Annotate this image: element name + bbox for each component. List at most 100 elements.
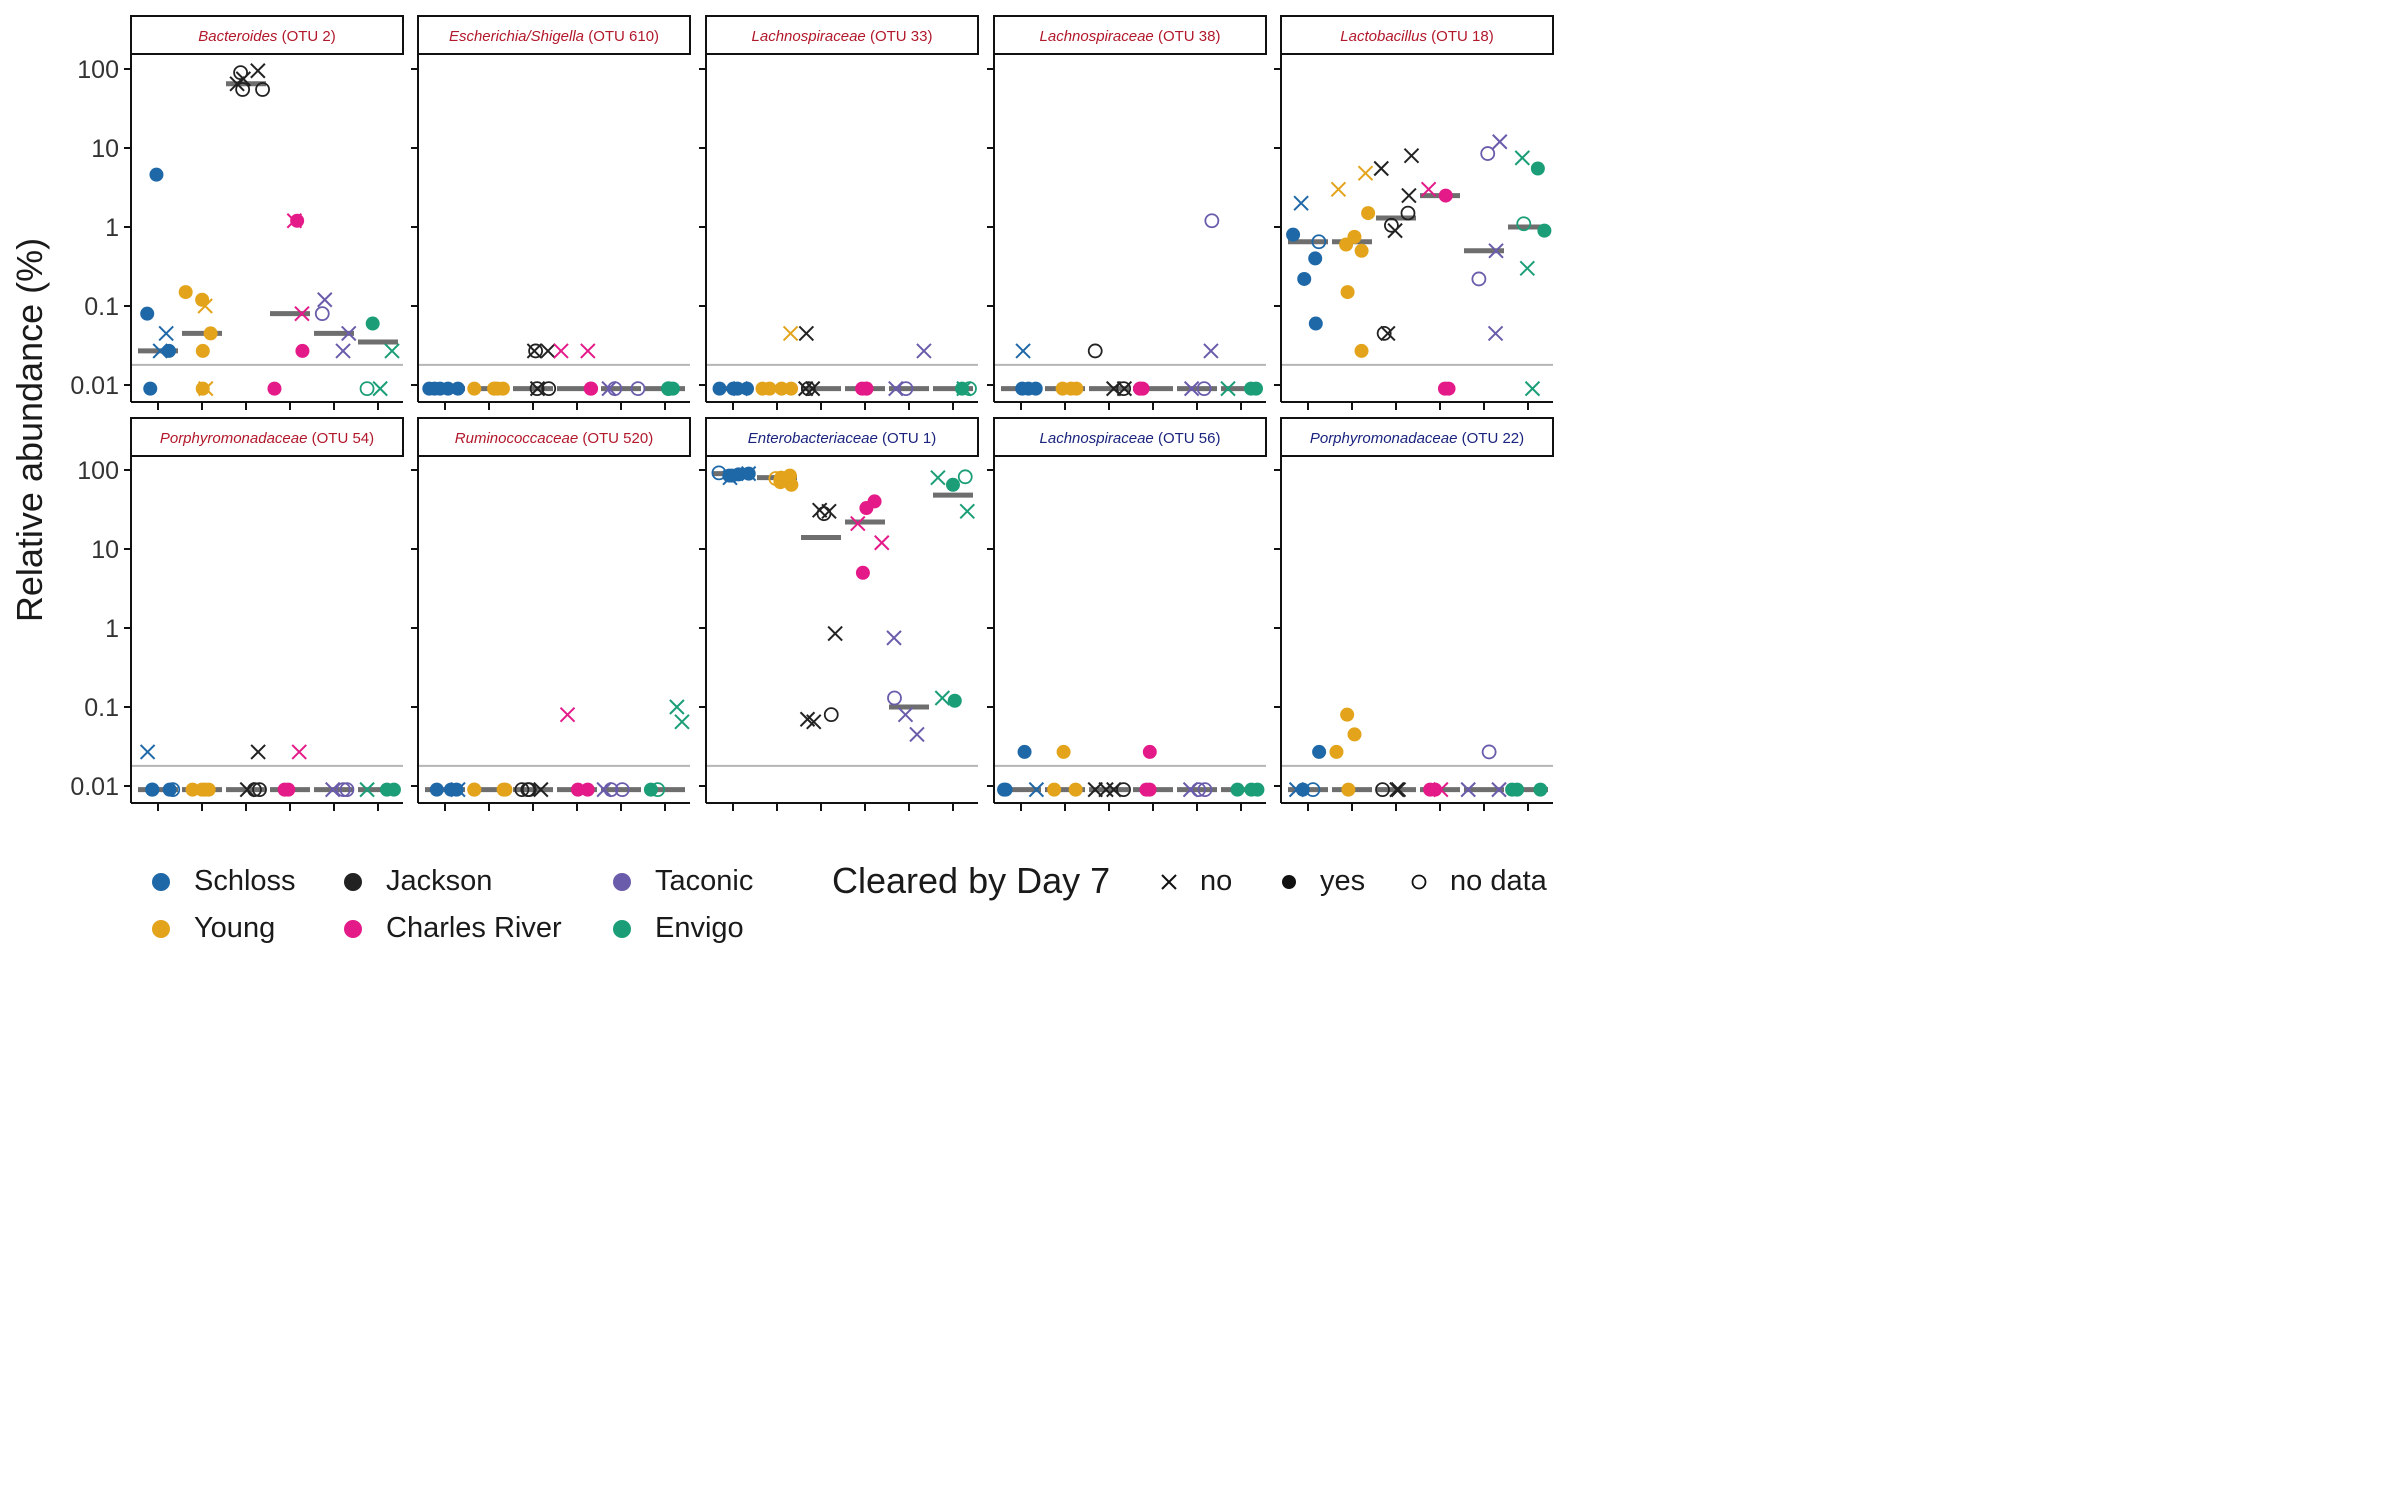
cross-stroke [533,781,549,798]
cross-stroke [1220,380,1236,397]
cross-stroke [1087,781,1103,798]
facet-strip [993,417,1267,457]
data-point-cleared [1537,223,1552,238]
data-point-not-cleared [596,781,612,798]
data-point-not-cleared [1105,380,1122,397]
data-point-no-data [887,690,902,706]
data-point-not-cleared [601,380,617,397]
facet-strip [1280,417,1554,457]
y-tick-label: 1 [105,214,119,242]
facet-title: Enterobacteriaceae (OTU 1) [748,430,936,447]
faceted-scatter-chart: Relative abundance (%) Bacteroides (OTU 2… [9,15,1554,811]
facet-title-taxon: Lachnospiraceae [1040,28,1154,45]
data-point-no-data [800,381,816,397]
cross-stroke [850,515,866,532]
cross-stroke [1492,134,1508,150]
data-point-cleared [450,381,465,396]
facet-title-otu: (OTU 1) [878,430,936,447]
data-point-cleared [1428,782,1443,797]
data-point-not-cleared [1389,781,1405,798]
facet-title-otu: (OTU 38) [1154,28,1221,45]
data-point-no-data [1116,782,1131,798]
data-point-cleared [998,782,1013,797]
facet-title-taxon: Porphyromonadaceae [1310,430,1458,447]
y-tick-label: 0.1 [84,694,119,722]
data-point-cleared [290,213,305,228]
y-tick-label: 100 [77,457,119,485]
data-point-cleared [1133,381,1148,396]
data-point-cleared [755,381,770,396]
data-point-cleared [162,782,177,797]
cross-stroke [601,380,617,397]
data-point-not-cleared [1357,165,1374,181]
cross-stroke [799,711,816,727]
data-point-cleared [1142,744,1157,759]
data-point-cleared [583,381,598,396]
facet-title-taxon: Enterobacteriaceae [748,430,878,447]
data-point-not-cleared [286,213,303,229]
data-point-cleared [1248,381,1263,396]
data-point-cleared [741,466,756,481]
y-tick-label: 10 [91,536,119,564]
data-point-cleared [1361,206,1376,221]
data-point-no-data [1480,146,1496,161]
data-point-not-cleared [1403,147,1420,164]
cross-stroke [797,380,814,397]
cross-stroke [526,343,543,359]
data-point-not-cleared [888,380,904,397]
data-point-not-cleared [197,298,213,314]
data-point-cleared [1047,782,1062,797]
cross-stroke [324,781,341,798]
data-point-cleared [267,381,282,396]
data-point-not-cleared [1390,781,1407,798]
cross-stroke [811,502,828,518]
data-point-not-cleared [1420,181,1437,198]
facet-title: Ruminococcaceae (OTU 520) [455,430,653,447]
cross-stroke [669,699,685,715]
cross-stroke [1390,781,1407,798]
data-point-cleared [945,477,960,492]
facet-strip [705,15,979,55]
data-point-no-data [314,306,330,322]
data-point-not-cleared [1203,343,1219,359]
data-point-cleared [365,316,380,331]
data-point-not-cleared [359,781,375,798]
data-point-cleared [1340,707,1355,722]
figure: Relative abundance (%) Bacteroides (OTU 2… [0,0,1567,968]
data-point-no-data [1311,234,1327,250]
cross-stroke [798,325,815,342]
cross-stroke [909,726,925,743]
data-point-no-data [957,469,973,485]
cross-stroke [886,630,902,646]
data-point-cleared [1250,782,1265,797]
data-point-not-cleared [250,744,266,760]
data-point-no-data [962,381,977,397]
facet-title-otu: (OTU 22) [1457,430,1524,447]
data-point-not-cleared [674,714,690,730]
data-point-no-data [1116,381,1132,397]
cross-stroke [930,469,946,486]
cross-stroke [1491,781,1507,798]
data-point-no-data [529,381,545,397]
data-point-cleared [1329,744,1344,759]
data-point-cleared [1438,188,1453,203]
cross-stroke [294,305,310,322]
cross-stroke [229,76,245,92]
data-point-not-cleared [1492,134,1508,150]
data-point-not-cleared [1183,380,1200,397]
data-point-no-data [661,381,676,397]
data-point-not-cleared [811,502,828,518]
y-tick-label: 0.01 [70,372,119,400]
data-point-no-data [1204,213,1220,229]
cross-stroke [897,706,914,723]
cross-stroke [916,343,932,359]
data-point-no-data [630,381,646,397]
cross-stroke [1293,195,1309,211]
data-point-not-cleared [198,380,214,397]
cross-stroke [1380,325,1396,342]
data-point-not-cleared [580,343,596,359]
data-point-cleared [178,285,193,300]
data-point-cleared [1354,343,1369,358]
data-point-cleared [195,343,210,358]
cross-stroke [291,744,307,760]
